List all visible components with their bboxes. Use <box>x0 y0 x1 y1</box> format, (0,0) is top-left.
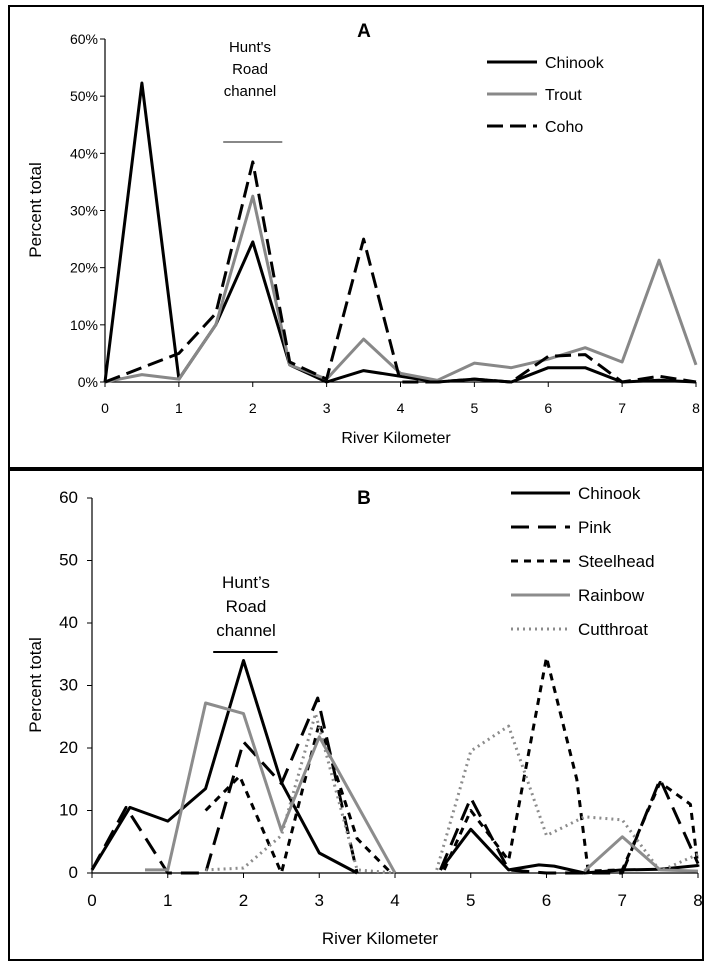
panel-a-x-tick-label: 2 <box>249 400 257 416</box>
panel-a-x-tick-label: 0 <box>101 400 109 416</box>
panel-a-x-tick-label: 3 <box>323 400 331 416</box>
panel-b-y-tick-label: 60 <box>59 488 78 507</box>
panel-a-axes: 0% 10% 20% 30% 40% 50% 60% 0 1 2 3 4 5 6 7 8 <box>70 31 700 416</box>
panel-b-annotation-line: channel <box>216 621 276 640</box>
panel-b-legend-label-rainbow: Rainbow <box>578 586 645 605</box>
panel-b-series-pink-line <box>90 696 359 875</box>
panel-a-x-tick-label: 6 <box>544 400 552 416</box>
panel-a-legend: Chinook Trout Coho <box>487 55 605 136</box>
panel-b-legend: Chinook Pink Steelhead Rainbow Cutthroat <box>511 484 655 639</box>
panel-b-y-tick-label: 50 <box>59 551 78 570</box>
panel-b-x-tick-label: 6 <box>542 891 551 910</box>
panel-a-series-trout-line <box>104 194 698 384</box>
panel-a-frame <box>8 5 704 469</box>
panel-b-y-tick-label: 0 <box>69 863 78 882</box>
panel-b-y-tick-label: 40 <box>59 613 78 632</box>
panel-b-frame <box>8 469 704 961</box>
panel-b-annotation: Hunt’s Road channel <box>213 573 278 653</box>
panel-a-y-axis-label: Percent total <box>26 162 45 257</box>
panel-b-y-tick-label: 20 <box>59 738 78 757</box>
panel-a-y-tick-label: 40% <box>70 145 98 161</box>
panel-b-x-axis-label: River Kilometer <box>322 929 439 948</box>
panel-a-x-tick-label: 4 <box>397 400 405 416</box>
panel-b-y-tick-label: 10 <box>59 801 78 820</box>
panel-b-series-cutthroat-line <box>205 712 396 875</box>
panel-b-y-axis-label: Percent total <box>26 637 45 732</box>
panel-a-x-tick-label: 5 <box>470 400 478 416</box>
panel-b-x-tick-label: 4 <box>390 891 399 910</box>
panel-a-letter: A <box>357 21 371 42</box>
panel-b-letter: B <box>357 488 371 509</box>
panel-a-y-tick-label: 10% <box>70 317 98 333</box>
panel-a: A 0% 10% 20% 30% 40% 50% 60% 0 1 2 3 4 5 6 7 8 Hunt's Ro… <box>26 21 700 447</box>
panel-b-series-cutthroat-line <box>435 724 699 873</box>
panel-a-legend-label-coho: Coho <box>545 119 583 136</box>
panel-a-annotation: Hunt's Road channel <box>223 39 283 143</box>
panel-a-annotation-line: Road <box>232 61 268 78</box>
panel-a-annotation-line: channel <box>224 83 277 100</box>
panel-a-annotation-line: Hunt's <box>229 39 271 56</box>
panel-b-series-pink-line <box>439 777 700 875</box>
panel-a-series-coho-line <box>104 160 697 384</box>
panel-a-x-tick-label: 1 <box>175 400 183 416</box>
panel-b-legend-label-steelhead: Steelhead <box>578 552 655 571</box>
panel-b-annotation-line: Road <box>226 597 267 616</box>
panel-b-x-tick-label: 8 <box>693 891 702 910</box>
panel-b-series-chinook-line <box>90 659 358 875</box>
panel-b-legend-label-cutthroat: Cutthroat <box>578 620 648 639</box>
panel-b-legend-label-chinook: Chinook <box>578 484 641 503</box>
panel-b-series <box>90 655 700 875</box>
panel-a-series <box>103 81 698 384</box>
panel-b-annotation-line: Hunt’s <box>222 573 270 592</box>
panel-b-legend-label-pink: Pink <box>578 518 612 537</box>
panel-a-y-tick-label: 60% <box>70 31 98 47</box>
panel-a-y-tick-label: 20% <box>70 260 98 276</box>
panel-b-x-tick-label: 7 <box>618 891 627 910</box>
panel-a-y-tick-label: 50% <box>70 88 98 104</box>
panel-a-y-tick-label: 30% <box>70 203 98 219</box>
panel-b-x-tick-label: 1 <box>163 891 172 910</box>
panel-b-x-tick-label: 5 <box>466 891 475 910</box>
panel-a-legend-label-chinook: Chinook <box>545 55 605 72</box>
panel-b-series-chinook-line <box>439 827 699 875</box>
panel-a-x-tick-label: 8 <box>692 400 700 416</box>
panel-a-x-tick-label: 7 <box>618 400 626 416</box>
panel-b-series-rainbow-line <box>583 835 699 873</box>
panel-b-series-steelhead-line <box>442 655 700 873</box>
panel-a-x-axis-label: River Kilometer <box>341 430 451 447</box>
panel-b-series-steelhead-line <box>204 721 393 875</box>
panel-b-x-tick-label: 2 <box>239 891 248 910</box>
panel-b-series-rainbow-line <box>145 701 397 874</box>
panel-b-x-tick-label: 0 <box>87 891 96 910</box>
panel-b-x-tick-label: 3 <box>315 891 324 910</box>
panel-b: B 0 10 20 30 40 50 60 0 1 2 3 4 5 6 7 8 Hunt’s Road chann… <box>26 484 703 948</box>
panel-a-legend-label-trout: Trout <box>545 87 582 104</box>
panel-b-y-tick-label: 30 <box>59 676 78 695</box>
panel-a-y-tick-label: 0% <box>78 374 98 390</box>
